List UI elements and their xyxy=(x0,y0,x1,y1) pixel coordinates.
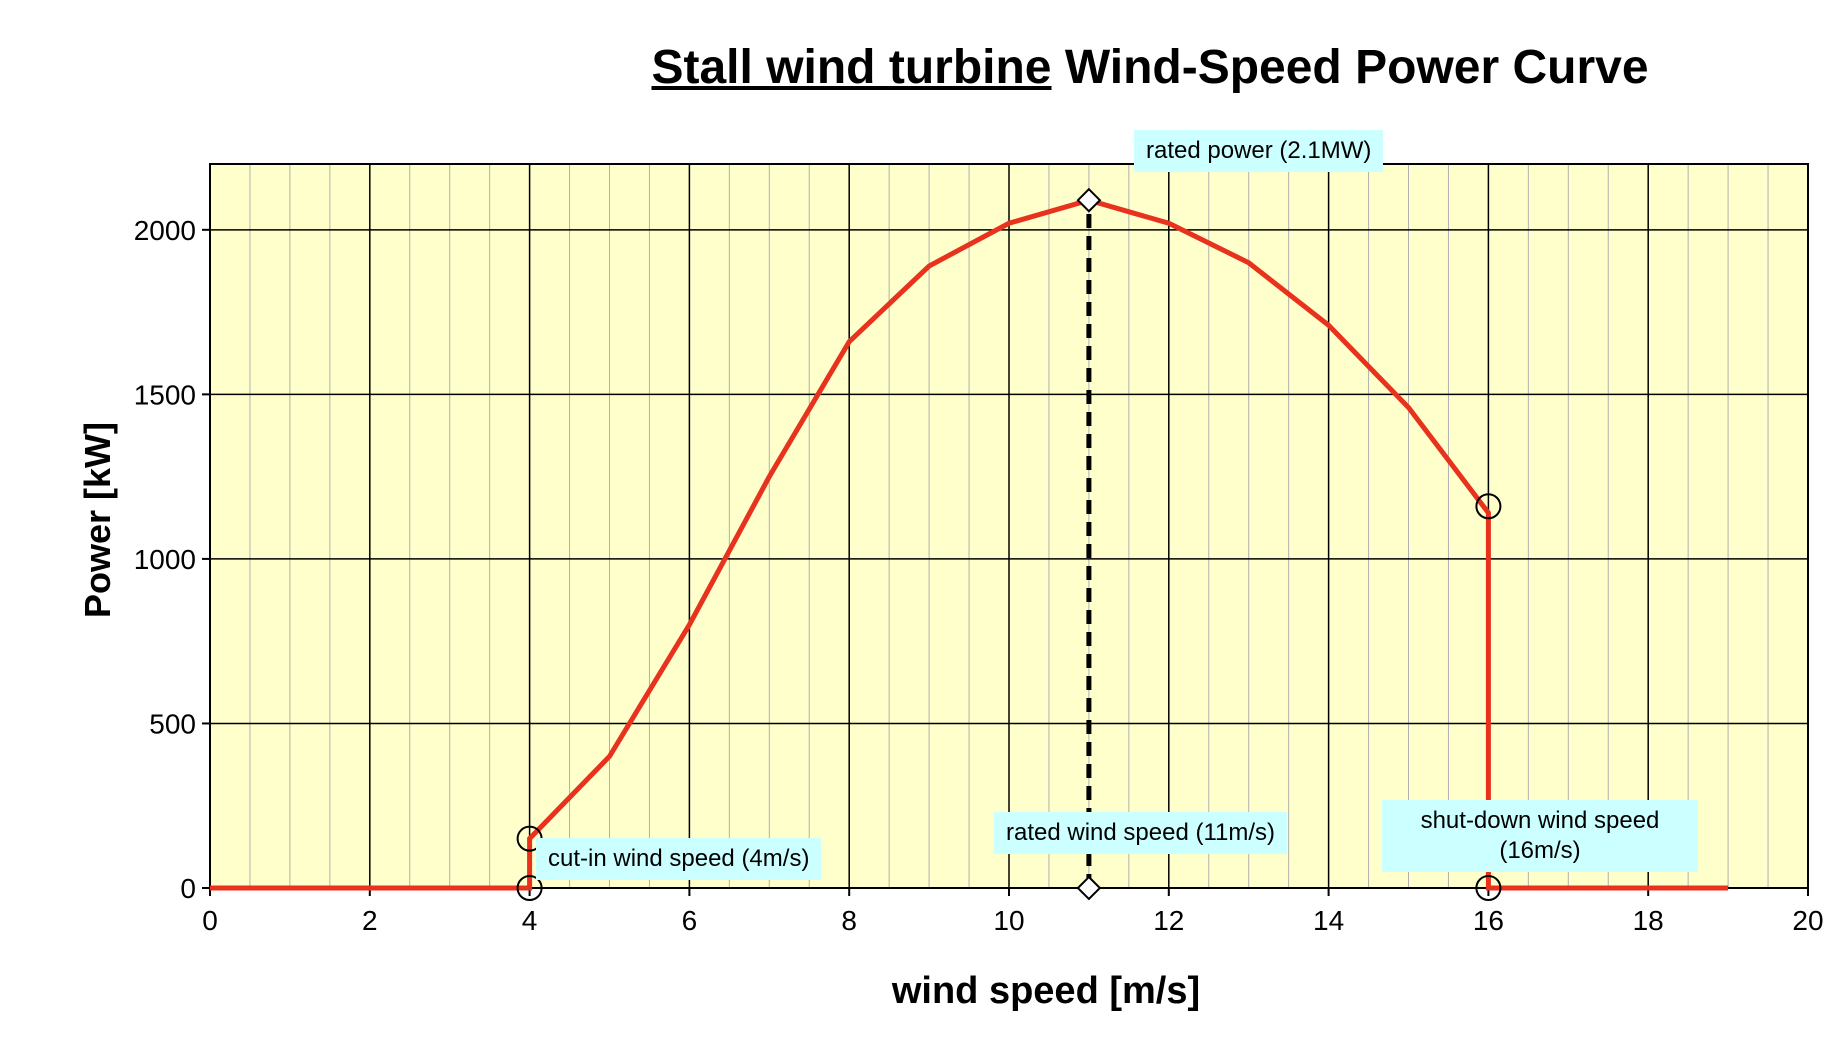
x-tick-label: 2 xyxy=(362,905,378,936)
power-curve-line xyxy=(210,197,1729,891)
y-tick-label: 1500 xyxy=(134,379,196,410)
x-tick-label: 20 xyxy=(1792,905,1823,936)
x-tick-label: 16 xyxy=(1473,905,1504,936)
title-rest: Wind-Speed Power Curve xyxy=(1064,41,1649,94)
x-axis-label: wind speed [m/s] xyxy=(891,970,1201,1012)
x-tick-label: 0 xyxy=(202,905,218,936)
annotation-shutdown-line2: (16m/s) xyxy=(1499,837,1581,864)
annotation-rated-power: rated power (2.1MW) xyxy=(1134,130,1384,172)
chart-title: Stall wind turbine Wind-Speed Power Curv… xyxy=(520,40,1780,95)
circle-marker xyxy=(516,875,543,901)
y-tick-label: 500 xyxy=(149,708,196,739)
annotation-cut-in: cut-in wind speed (4m/s) xyxy=(536,838,822,880)
annotation-shutdown-line1: shut-down wind speed xyxy=(1420,807,1660,834)
y-tick-label: 2000 xyxy=(134,215,196,246)
y-axis-label: Power [kW] xyxy=(77,421,118,619)
circle-marker xyxy=(1475,493,1502,520)
y-tick-label: 0 xyxy=(180,873,196,904)
x-tick-label: 12 xyxy=(1153,905,1184,936)
title-underlined: Stall wind turbine xyxy=(651,41,1052,94)
circle-marker xyxy=(1475,875,1502,901)
annotation-shutdown: shut-down wind speed (16m/s) xyxy=(1382,800,1698,872)
y-tick-label: 1000 xyxy=(134,544,196,575)
x-tick-label: 18 xyxy=(1633,905,1664,936)
diamond-marker xyxy=(1076,187,1102,213)
diamond-marker xyxy=(1076,875,1102,901)
x-tick-label: 6 xyxy=(682,905,698,936)
x-tick-label: 14 xyxy=(1313,905,1344,936)
x-tick-label: 10 xyxy=(993,905,1024,936)
x-tick-label: 4 xyxy=(522,905,538,936)
x-tick-label: 8 xyxy=(841,905,857,936)
annotation-rated-wind: rated wind speed (11m/s) xyxy=(994,812,1288,854)
